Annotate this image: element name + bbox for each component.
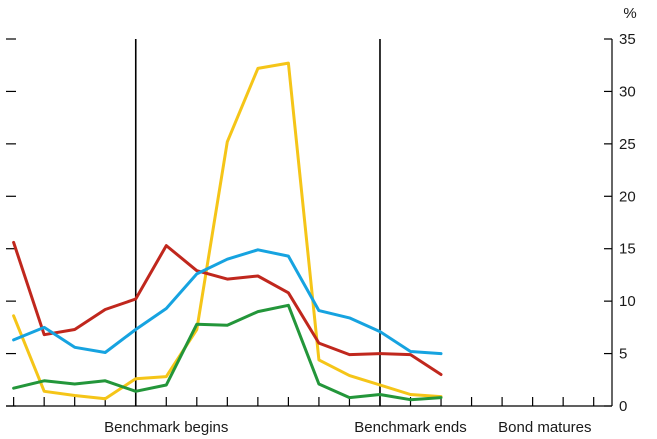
y-tick-label: 10 [619, 293, 636, 310]
x-tick-label: Benchmark ends [354, 419, 467, 436]
y-tick-label: 5 [619, 346, 627, 363]
y-axis: 0 5 10 15 20 25 30 35 [6, 31, 636, 415]
y-unit-label: % [623, 5, 636, 22]
y-tick-label: 25 [619, 136, 636, 153]
y-tick-label: 15 [619, 241, 636, 258]
series-line-4 [12, 303, 443, 402]
x-tick-label: Bond matures [498, 419, 591, 436]
x-axis: Benchmark begins Benchmark ends Bond matur… [6, 397, 612, 436]
vertical-markers [134, 39, 381, 406]
series-line-1 [12, 61, 443, 401]
y-tick-label: 35 [619, 31, 636, 48]
x-tick-label: Benchmark begins [104, 419, 228, 436]
series-line-2 [12, 240, 443, 376]
series-lines [12, 61, 443, 402]
y-tick-label: 30 [619, 83, 636, 100]
y-tick-label: 20 [619, 188, 636, 205]
series-line-3 [12, 248, 443, 356]
y-tick-label: 0 [619, 398, 627, 415]
